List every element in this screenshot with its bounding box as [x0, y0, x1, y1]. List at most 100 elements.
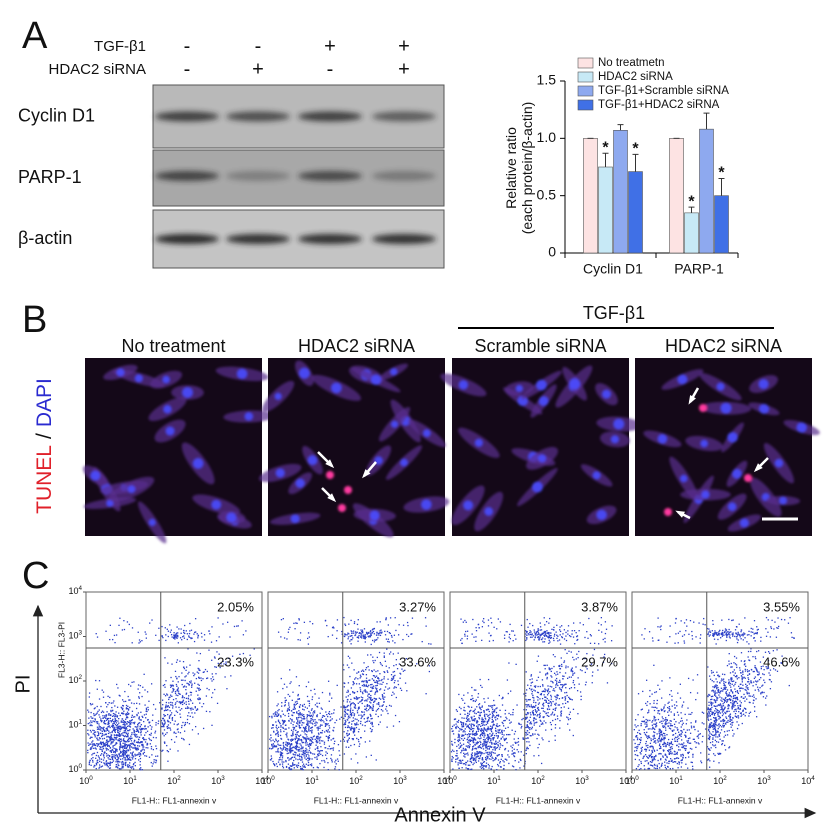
event-dot [107, 722, 110, 724]
event-dot [121, 762, 123, 764]
event-dot [346, 719, 349, 721]
event-dot [391, 679, 393, 681]
event-dot [495, 707, 497, 710]
event-dot [533, 706, 536, 708]
event-dot [343, 705, 345, 707]
event-dot [199, 669, 201, 672]
event-dot [394, 714, 397, 717]
event-dot [177, 690, 180, 692]
event-dot [280, 724, 282, 727]
event-dot [283, 637, 286, 639]
event-dot [280, 754, 283, 756]
event-dot [330, 748, 332, 750]
tunel-positive [664, 508, 672, 516]
event-dot [293, 706, 296, 708]
event-dot [674, 622, 677, 624]
event-dot [273, 744, 275, 747]
event-dot [327, 715, 329, 718]
event-dot [290, 757, 293, 759]
event-dot [466, 714, 469, 717]
event-dot [547, 690, 549, 693]
event-dot [534, 733, 536, 735]
event-dot [317, 738, 319, 740]
event-dot [604, 641, 606, 643]
event-dot [206, 687, 208, 690]
event-dot [556, 682, 558, 684]
event-dot [309, 757, 311, 760]
event-dot [371, 687, 373, 690]
event-dot [370, 722, 372, 724]
event-dot [737, 639, 739, 641]
nucleus [677, 374, 688, 385]
event-dot [137, 722, 140, 724]
event-dot [533, 699, 535, 701]
events [450, 616, 613, 771]
event-dot [281, 702, 283, 704]
event-dot [393, 677, 395, 679]
event-dot [89, 743, 91, 745]
event-dot [169, 710, 171, 712]
event-dot [111, 731, 113, 734]
event-dot [359, 722, 362, 725]
event-dot [506, 679, 509, 681]
cells [440, 365, 642, 532]
event-dot [276, 741, 279, 743]
event-dot [775, 636, 778, 638]
event-dot [121, 767, 123, 769]
event-dot [464, 749, 466, 751]
event-dot [391, 694, 393, 696]
event-dot [295, 748, 297, 750]
event-dot [142, 737, 144, 739]
event-dot [371, 683, 373, 686]
event-dot [355, 683, 358, 685]
event-dot [137, 736, 139, 738]
event-dot [135, 728, 138, 730]
event-dot [169, 696, 171, 698]
event-dot [190, 694, 192, 696]
event-dot [569, 698, 571, 700]
event-dot [523, 754, 525, 756]
event-dot [308, 726, 310, 728]
tick-base: 10 [68, 631, 78, 641]
event-dot [506, 742, 508, 744]
event-dot [368, 704, 370, 707]
event-dot [567, 666, 569, 668]
event-dot [280, 755, 282, 757]
event-dot [296, 766, 299, 768]
event-dot [155, 721, 157, 724]
event-dot [296, 745, 298, 748]
event-dot [491, 705, 494, 707]
event-dot [142, 686, 144, 688]
event-dot [125, 741, 128, 743]
event-dot [485, 740, 487, 743]
event-dot [285, 744, 287, 746]
event-dot [349, 635, 351, 637]
event-dot [486, 746, 488, 748]
event-dot [501, 730, 503, 732]
event-dot [791, 636, 793, 639]
event-dot [406, 621, 409, 624]
event-dot [122, 752, 124, 754]
event-dot [394, 679, 396, 682]
event-dot [537, 691, 540, 694]
event-dot [290, 750, 292, 752]
event-dot [541, 638, 543, 641]
event-dot [308, 720, 310, 722]
event-dot [271, 715, 273, 718]
event-dot [298, 705, 301, 708]
event-dot [310, 715, 313, 717]
event-dot [387, 678, 389, 680]
event-dot [356, 697, 358, 699]
event-dot [172, 705, 174, 707]
event-dot [715, 631, 717, 634]
event-dot [312, 766, 315, 769]
event-dot [581, 670, 583, 672]
event-dot [281, 761, 283, 763]
event-dot [332, 747, 335, 749]
event-dot [334, 766, 337, 768]
event-dot [525, 639, 527, 642]
event-dot [457, 733, 460, 735]
event-dot [695, 636, 697, 638]
event-dot [404, 682, 407, 684]
event-dot [722, 634, 724, 636]
